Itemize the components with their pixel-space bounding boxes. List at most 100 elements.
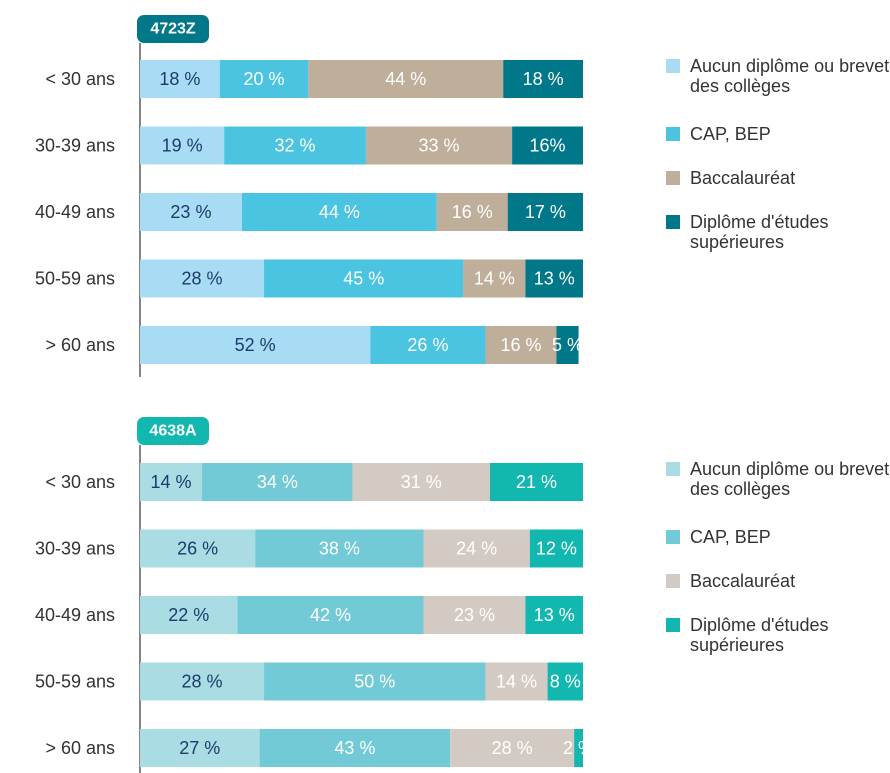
bar-segment	[255, 529, 424, 568]
value-label: 24 %	[456, 539, 497, 559]
value-label: 52 %	[235, 335, 276, 355]
bar-segment	[140, 193, 242, 231]
value-label: 28 %	[182, 269, 223, 289]
bar-segment	[308, 60, 504, 98]
bar-segment	[140, 126, 225, 165]
value-label: 45 %	[343, 269, 384, 289]
legend-swatch	[666, 574, 680, 588]
legend-item: Diplôme d'études supérieures	[666, 615, 890, 655]
value-label: 44 %	[385, 69, 426, 89]
value-label: 43 %	[334, 738, 375, 758]
bar-segment	[264, 662, 486, 701]
value-label: 32 %	[275, 136, 316, 156]
value-label: 18 %	[159, 69, 200, 89]
legend-swatch	[666, 530, 680, 544]
value-label: 22 %	[168, 605, 209, 625]
chart-title: 4723Z	[150, 21, 196, 38]
value-label: 42 %	[310, 605, 351, 625]
value-label: 16%	[530, 136, 566, 156]
legend-swatch	[666, 618, 680, 632]
legend-swatch	[666, 462, 680, 476]
category-label: > 60 ans	[45, 335, 115, 355]
bar-segment	[259, 729, 451, 767]
bar-segment	[370, 326, 486, 364]
value-label: 16 %	[452, 202, 493, 222]
bar-segment	[507, 193, 583, 231]
value-label: 34 %	[257, 472, 298, 492]
value-label: 38 %	[319, 539, 360, 559]
value-label: 17 %	[525, 202, 566, 222]
bar-segment	[241, 193, 437, 231]
bar-segment	[463, 259, 526, 298]
bar-segment	[525, 259, 583, 298]
value-label: 14 %	[474, 269, 515, 289]
legend-item: CAP, BEP	[666, 527, 890, 547]
bar-segment	[503, 60, 583, 98]
legend-item: Baccalauréat	[666, 168, 890, 188]
title-badge	[137, 417, 209, 445]
bar-segment	[423, 596, 526, 634]
value-label: 13 %	[534, 269, 575, 289]
legend-swatch	[666, 59, 680, 73]
category-label: 40-49 ans	[35, 202, 115, 222]
bar-segment	[423, 529, 530, 568]
value-label: 28 %	[182, 672, 223, 692]
value-label: 14 %	[496, 672, 537, 692]
bar-segment	[489, 463, 583, 501]
bar-segment	[140, 60, 220, 98]
value-label: 23 %	[454, 605, 495, 625]
bar-segment	[140, 662, 265, 701]
bar-segment	[485, 326, 557, 364]
value-label: 5 %	[552, 335, 583, 355]
value-label: 20 %	[244, 69, 285, 89]
bar-segment	[140, 259, 265, 298]
value-label: 23 %	[170, 202, 211, 222]
category-label: 50-59 ans	[35, 672, 115, 692]
value-label: 8 %	[550, 672, 581, 692]
category-label: 30-39 ans	[35, 539, 115, 559]
bar-segment	[202, 463, 353, 501]
bar-segment	[574, 729, 583, 767]
bar-segment	[219, 60, 309, 98]
legend-item: CAP, BEP	[666, 124, 890, 144]
bar-segment	[547, 662, 583, 701]
bar-segment	[525, 596, 583, 634]
value-label: 21 %	[516, 472, 557, 492]
value-label: 14 %	[150, 472, 191, 492]
bar-segment	[512, 126, 583, 165]
bar-segment	[450, 729, 575, 767]
legend-swatch	[666, 215, 680, 229]
value-label: 12 %	[536, 539, 577, 559]
category-label: > 60 ans	[45, 738, 115, 758]
bar-segment	[556, 326, 579, 364]
value-label: 44 %	[319, 202, 360, 222]
category-label: 30-39 ans	[35, 136, 115, 156]
value-label: 18 %	[523, 69, 564, 89]
value-label: 26 %	[177, 539, 218, 559]
bar-segment	[140, 596, 238, 634]
category-label: 50-59 ans	[35, 269, 115, 289]
value-label: 13 %	[534, 605, 575, 625]
bar-segment	[140, 326, 371, 364]
legend-swatch	[666, 171, 680, 185]
bar-segment	[224, 126, 366, 165]
value-label: 2 %	[563, 738, 594, 758]
legend-swatch	[666, 127, 680, 141]
bar-segment	[140, 729, 260, 767]
value-label: 27 %	[179, 738, 220, 758]
category-label: < 30 ans	[45, 69, 115, 89]
bar-segment	[237, 596, 424, 634]
bar-segment	[352, 463, 490, 501]
legend-item: Diplôme d'études supérieures	[666, 212, 890, 252]
bar-segment	[529, 529, 583, 568]
category-label: 40-49 ans	[35, 605, 115, 625]
chart-title: 4638A	[149, 423, 197, 440]
legend-item: Baccalauréat	[666, 571, 890, 591]
value-label: 33 %	[419, 136, 460, 156]
legend-item: Aucun diplôme ou brevet des collèges	[666, 459, 890, 499]
value-label: 28 %	[492, 738, 533, 758]
legend-item: Aucun diplôme ou brevet des collèges	[666, 56, 890, 96]
bar-segment	[264, 259, 464, 298]
